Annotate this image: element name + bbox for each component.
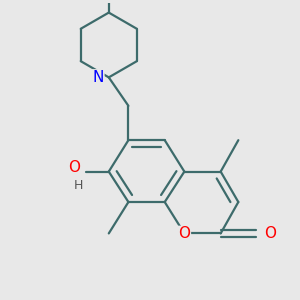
Text: O: O (68, 160, 80, 175)
Text: H: H (74, 179, 83, 192)
Text: O: O (178, 226, 190, 242)
Text: N: N (92, 70, 104, 85)
Text: O: O (264, 226, 276, 241)
